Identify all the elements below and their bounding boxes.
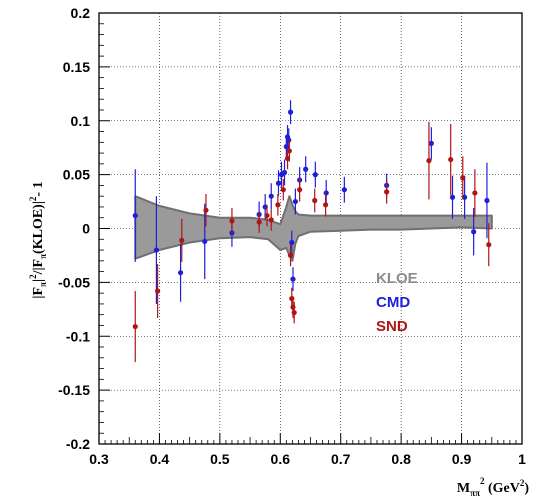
- data-point: [312, 197, 318, 204]
- x-tick-label: 0.5: [210, 451, 230, 467]
- data-point: [179, 237, 185, 243]
- data-point: [177, 270, 184, 276]
- data-point: [312, 172, 318, 178]
- y-tick-label: -0.1: [66, 328, 90, 344]
- x-tick-label: 1: [518, 451, 526, 467]
- series-cmd: [132, 100, 490, 304]
- x-tick-label: 0.7: [331, 451, 351, 467]
- x-tick-label: 0.4: [150, 451, 170, 467]
- data-point: [281, 169, 288, 176]
- x-tick-label: 0.3: [89, 451, 109, 467]
- data-point: [229, 218, 235, 224]
- tick-labels: 0.3 0.4 0.5 0.6 0.7 0.8 0.9 1 -0.2 -0.15 -0.1 -0.05…: [58, 5, 526, 467]
- axis-ticks: [98, 12, 523, 445]
- y-tick-label: -0.05: [58, 274, 90, 290]
- data-point: [256, 219, 262, 225]
- y-tick-label: 0.1: [71, 113, 91, 129]
- x-tick-label: 0.9: [452, 451, 472, 467]
- x-tick-label: 0.8: [391, 451, 411, 467]
- data-point: [426, 158, 432, 164]
- data-point: [323, 202, 329, 208]
- data-point: [290, 304, 296, 310]
- data-point: [323, 190, 329, 196]
- data-point: [449, 194, 456, 200]
- y-tick-label: 0.15: [63, 59, 90, 75]
- data-point: [290, 276, 296, 282]
- legend-entry-cmd: CMD: [376, 294, 410, 311]
- data-point: [289, 295, 295, 302]
- data-point: [471, 229, 477, 235]
- data-point: [448, 156, 454, 163]
- data-point: [268, 217, 274, 223]
- data-point: [202, 238, 208, 245]
- data-point: [287, 109, 294, 115]
- x-tick-label: 0.6: [271, 451, 291, 467]
- y-tick-label: 0.05: [63, 167, 90, 183]
- data-point: [155, 288, 161, 294]
- data-point: [292, 198, 298, 205]
- data-point: [286, 148, 292, 154]
- data-point: [275, 180, 282, 186]
- data-point: [153, 247, 160, 253]
- data-point: [341, 187, 347, 193]
- y-tick-label: -0.15: [58, 382, 90, 398]
- y-tick-label: 0: [82, 221, 90, 237]
- data-point: [428, 140, 434, 146]
- legend-entry-kloe: KLOE: [376, 270, 418, 287]
- data-series: [132, 100, 492, 363]
- data-point: [280, 187, 286, 193]
- data-point: [268, 193, 274, 199]
- data-point: [289, 239, 295, 246]
- data-point: [303, 166, 309, 172]
- data-point: [297, 187, 303, 193]
- data-point: [291, 309, 297, 316]
- kloe-band: [134, 195, 493, 262]
- legend: KLOE CMD SND: [376, 270, 418, 335]
- data-point: [287, 252, 294, 259]
- data-point: [132, 212, 138, 219]
- kloe-band-area: [134, 195, 493, 262]
- legend-entry-snd: SND: [376, 318, 408, 335]
- data-point: [384, 189, 390, 195]
- data-point: [472, 190, 478, 196]
- data-point: [203, 207, 209, 213]
- y-tick-label: -0.2: [66, 436, 90, 452]
- data-point: [132, 323, 138, 330]
- x-axis-label: Mππ2 (GeV2): [457, 476, 529, 498]
- data-point: [275, 202, 281, 208]
- y-axis-label: |Fπ|2/|Fπ(KLOE)|2- 1: [28, 181, 48, 298]
- data-point: [286, 137, 292, 143]
- series-snd: [132, 121, 492, 363]
- y-tick-label: 0.2: [71, 5, 91, 21]
- data-point: [484, 197, 490, 204]
- data-point: [460, 175, 466, 181]
- data-point: [486, 242, 492, 248]
- data-point: [264, 212, 270, 219]
